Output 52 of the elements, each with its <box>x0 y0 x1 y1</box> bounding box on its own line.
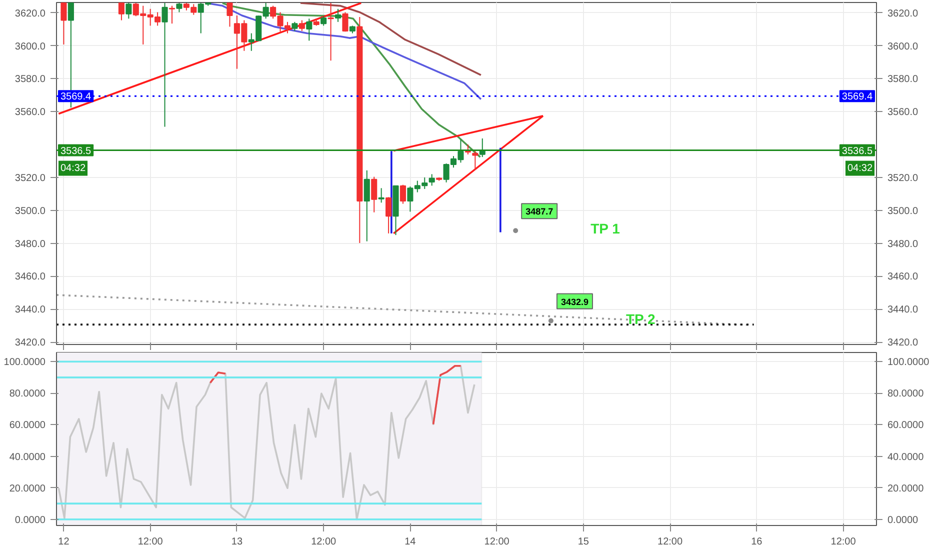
y2-tick-label: 3520.0 <box>888 172 919 184</box>
y2-tick-label: 3420.0 <box>888 338 919 349</box>
annotation: TP 2 <box>626 310 656 327</box>
y2-tick-label: 3560.0 <box>888 107 919 118</box>
annotation: 3487.7 <box>526 206 554 217</box>
x-tick-label: 12 <box>58 536 70 548</box>
y-tick-label: 3620.0 <box>14 8 46 20</box>
x-tick-label: 12:00 <box>830 536 856 548</box>
y-tick-label: 100.0000 <box>4 357 46 368</box>
annotation: TP 1 <box>590 220 620 237</box>
x-tick-label: 15 <box>578 536 590 548</box>
y2-tick-label: 3600.0 <box>888 41 919 52</box>
ref-line-label: 3536.5 <box>60 146 92 157</box>
y-tick-label: 3480.0 <box>14 238 46 250</box>
text: 3569.4 <box>842 92 873 103</box>
y-tick-label: 80.0000 <box>9 388 46 400</box>
y-tick-label: 60.0000 <box>9 420 46 432</box>
annotation: 04:32 <box>60 162 86 174</box>
y-tick-label: 3420.0 <box>14 338 46 349</box>
y-tick-label: 3580.0 <box>14 74 46 86</box>
y2-tick-label: 3620.0 <box>888 8 919 20</box>
y2-tick-label: 3460.0 <box>888 272 919 283</box>
y-tick-label: 3440.0 <box>14 304 46 316</box>
y-tick-label: 0.0000 <box>14 514 46 526</box>
x-tick-label: 12:00 <box>311 536 337 548</box>
x-tick-label: 16 <box>751 536 763 548</box>
y-tick-label: 3500.0 <box>14 206 46 217</box>
x-tick-label: 14 <box>404 536 416 548</box>
x-tick-label: 12:00 <box>658 536 684 548</box>
annotation: 3432.9 <box>560 296 588 307</box>
y2-tick-label: 0.0000 <box>888 514 919 526</box>
x-tick-label: 12:00 <box>138 536 164 548</box>
x-tick-label: 12:00 <box>484 536 510 548</box>
y-tick-label: 3460.0 <box>14 272 46 283</box>
y2-tick-label: 100.0000 <box>888 357 930 368</box>
y-tick-label: 3520.0 <box>14 172 46 184</box>
y-tick-label: 3560.0 <box>14 107 46 118</box>
y2-tick-label: 40.0000 <box>888 452 924 463</box>
y-tick-label: 3600.0 <box>14 41 46 52</box>
y2-tick-label: 3440.0 <box>888 304 919 316</box>
y2-tick-label: 3580.0 <box>888 74 919 86</box>
ref-line-label: 3569.4 <box>60 92 92 103</box>
y-tick-label: 40.0000 <box>9 452 46 463</box>
x-tick-label: 13 <box>231 536 243 548</box>
text: 3536.5 <box>842 146 873 157</box>
y2-tick-label: 3500.0 <box>888 206 919 217</box>
y2-tick-label: 3480.0 <box>888 238 919 250</box>
text: 04:32 <box>847 162 873 174</box>
y2-tick-label: 20.0000 <box>888 483 924 494</box>
y2-tick-label: 60.0000 <box>888 420 924 432</box>
y-tick-label: 20.0000 <box>9 483 46 494</box>
y2-tick-label: 80.0000 <box>888 388 924 400</box>
